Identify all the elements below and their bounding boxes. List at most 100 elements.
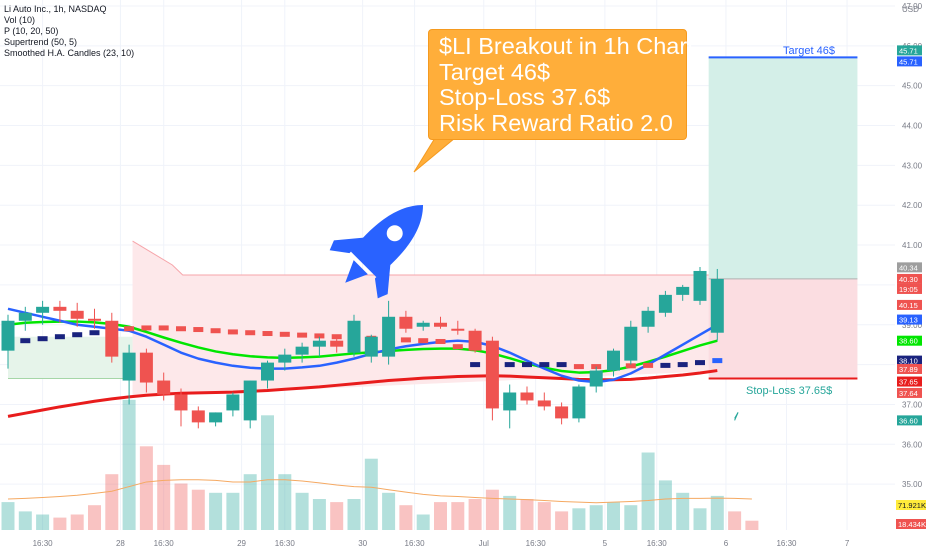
ha-candle — [643, 362, 654, 368]
candle[interactable] — [676, 286, 690, 295]
rocket-icon — [329, 204, 424, 299]
price-label-text: 37.65 — [899, 378, 918, 387]
y-tick-label: 47.00 — [902, 2, 923, 11]
ha-candle — [418, 338, 429, 344]
ha-candle — [712, 358, 723, 364]
ha-candle — [695, 360, 705, 366]
price-label — [897, 415, 922, 426]
candle[interactable] — [209, 412, 223, 423]
candle[interactable] — [139, 352, 153, 383]
price-label-text: 40.30 — [899, 275, 918, 284]
volume-bar — [485, 489, 499, 530]
candle[interactable] — [330, 340, 344, 347]
volume-bar — [122, 399, 136, 530]
candle[interactable] — [520, 392, 534, 401]
supertrend-line — [132, 240, 726, 276]
candle[interactable] — [347, 320, 361, 353]
x-tick-label: 16:30 — [33, 539, 54, 548]
y-tick-label: 39.00 — [902, 321, 923, 330]
ha-candle — [210, 328, 221, 334]
price-label — [897, 273, 922, 284]
indicator-vol[interactable]: Vol (10) — [4, 15, 36, 25]
candle[interactable] — [416, 322, 430, 327]
y-tick-label: 37.00 — [902, 400, 923, 409]
volume-bar — [624, 505, 638, 530]
callout-line: $LI Breakout in 1h Chart — [439, 33, 694, 59]
volume-bar — [555, 511, 569, 530]
indicator-ma[interactable]: P (10, 20, 50) — [4, 26, 59, 36]
volume-bar — [416, 514, 430, 530]
candle[interactable] — [243, 380, 257, 421]
y-tick-label: 45.00 — [902, 82, 923, 91]
candle[interactable] — [710, 278, 724, 333]
volume-bar — [468, 499, 482, 530]
candle[interactable] — [537, 400, 551, 407]
volume-bar — [88, 505, 101, 530]
y-tick-label: 44.00 — [902, 122, 923, 131]
candle[interactable] — [624, 326, 638, 361]
candle[interactable] — [693, 270, 707, 301]
target-zone[interactable] — [708, 57, 858, 279]
indicator-ha-candles[interactable]: Smoothed H.A. Candles (23, 10) — [4, 48, 135, 58]
candle[interactable] — [382, 316, 396, 357]
candle[interactable] — [364, 336, 378, 357]
candle[interactable] — [36, 306, 50, 313]
candle[interactable] — [1, 320, 15, 351]
x-tick-label: 5 — [603, 539, 608, 548]
candle[interactable] — [88, 318, 101, 321]
candle[interactable] — [226, 394, 240, 411]
candle[interactable] — [485, 340, 499, 409]
candle[interactable] — [278, 354, 292, 363]
ha-candle — [245, 330, 256, 336]
x-tick-label: 16:30 — [526, 539, 547, 548]
candle[interactable] — [312, 340, 326, 347]
ha-candle — [556, 362, 567, 368]
candle[interactable] — [451, 328, 465, 331]
candle[interactable] — [174, 394, 188, 411]
candle[interactable] — [399, 316, 413, 329]
candle[interactable] — [261, 362, 274, 381]
time-axis[interactable] — [0, 536, 932, 550]
indicator-supertrend[interactable]: Supertrend (50, 5) — [4, 37, 78, 47]
ha-candle — [193, 327, 204, 333]
volume-bar — [451, 502, 465, 530]
candle[interactable] — [555, 406, 569, 419]
ha-candle — [72, 332, 83, 338]
x-tick-label: 16:30 — [776, 539, 797, 548]
candle[interactable] — [70, 310, 84, 319]
candle[interactable] — [589, 370, 603, 387]
candle[interactable] — [53, 306, 67, 311]
candle[interactable] — [607, 350, 620, 371]
price-label — [897, 355, 922, 366]
candle[interactable] — [295, 346, 309, 355]
candle[interactable] — [641, 310, 655, 327]
candle[interactable] — [105, 320, 119, 357]
y-tick-label: 43.00 — [902, 161, 923, 170]
price-label — [897, 262, 922, 273]
ha-candle — [297, 332, 308, 338]
ha-candle — [660, 362, 671, 368]
y-tick-label: 36.00 — [902, 440, 923, 449]
candle[interactable] — [468, 330, 482, 351]
volume-bar — [693, 508, 707, 530]
ha-candle — [176, 326, 186, 332]
volume-bar — [70, 514, 84, 530]
ha-candle — [279, 331, 290, 337]
candle[interactable] — [191, 410, 205, 423]
candle[interactable] — [658, 294, 672, 313]
trade-callout[interactable]: $LI Breakout in 1h Chart Target 46$ Stop… — [428, 29, 694, 140]
candle[interactable] — [157, 380, 171, 395]
stop-loss-label: Stop-Loss 37.65$ — [746, 385, 833, 397]
candle[interactable] — [434, 322, 447, 327]
volume-bar — [572, 508, 586, 530]
ha-candle — [314, 333, 325, 339]
candle[interactable] — [18, 312, 32, 321]
stop-zone[interactable] — [708, 278, 858, 379]
candle[interactable] — [572, 386, 586, 419]
chart-legend: Li Auto Inc., 1h, NASDAQ Vol (10) P (10,… — [4, 4, 134, 59]
candle[interactable] — [503, 392, 517, 411]
candle[interactable] — [122, 352, 136, 381]
symbol-title[interactable]: Li Auto Inc., 1h, NASDAQ — [4, 4, 107, 14]
price-label-text: 38.10 — [899, 357, 918, 366]
